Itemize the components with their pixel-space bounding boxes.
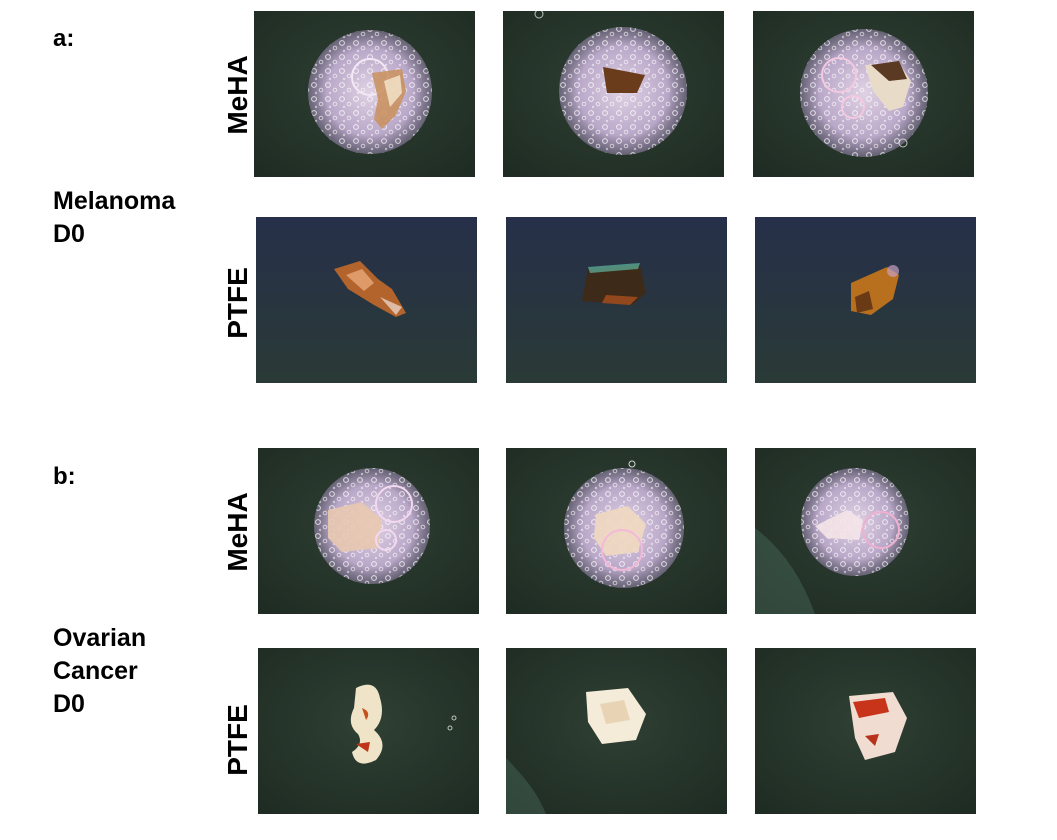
photo-ovarian-meha-3 bbox=[755, 448, 976, 614]
photo-ovarian-ptfe-1 bbox=[258, 648, 479, 814]
panel-a-letter: a: bbox=[53, 25, 75, 52]
photo-melanoma-meha-3 bbox=[753, 11, 974, 177]
photo-melanoma-ptfe-1 bbox=[256, 217, 477, 383]
panel-b-letter: b: bbox=[53, 463, 76, 490]
photo-ovarian-ptfe-3 bbox=[755, 648, 976, 814]
row-label-ptfe-a: PTFE bbox=[222, 267, 253, 339]
sample-label-line: D0 bbox=[53, 690, 85, 718]
sample-label-line: Cancer bbox=[53, 657, 138, 685]
panel-b-sample-label: Ovarian Cancer D0 bbox=[53, 622, 146, 721]
photo-melanoma-meha-2 bbox=[503, 11, 724, 177]
sample-label-line: D0 bbox=[53, 220, 85, 248]
photo-ovarian-ptfe-2 bbox=[506, 648, 727, 814]
panel-a-sample-label: Melanoma D0 bbox=[53, 185, 175, 251]
photo-melanoma-ptfe-2 bbox=[506, 217, 727, 383]
photo-melanoma-meha-1 bbox=[254, 11, 475, 177]
row-label-meha-b: MeHA bbox=[222, 492, 253, 572]
row-label-ptfe-b: PTFE bbox=[222, 704, 253, 776]
photo-ovarian-meha-2 bbox=[506, 448, 727, 614]
sample-label-line: Ovarian bbox=[53, 624, 147, 652]
row-label-meha-a: MeHA bbox=[222, 55, 253, 135]
photo-melanoma-ptfe-3 bbox=[755, 217, 976, 383]
sample-label-line: Melanoma bbox=[53, 187, 176, 215]
photo-ovarian-meha-1 bbox=[258, 448, 479, 614]
